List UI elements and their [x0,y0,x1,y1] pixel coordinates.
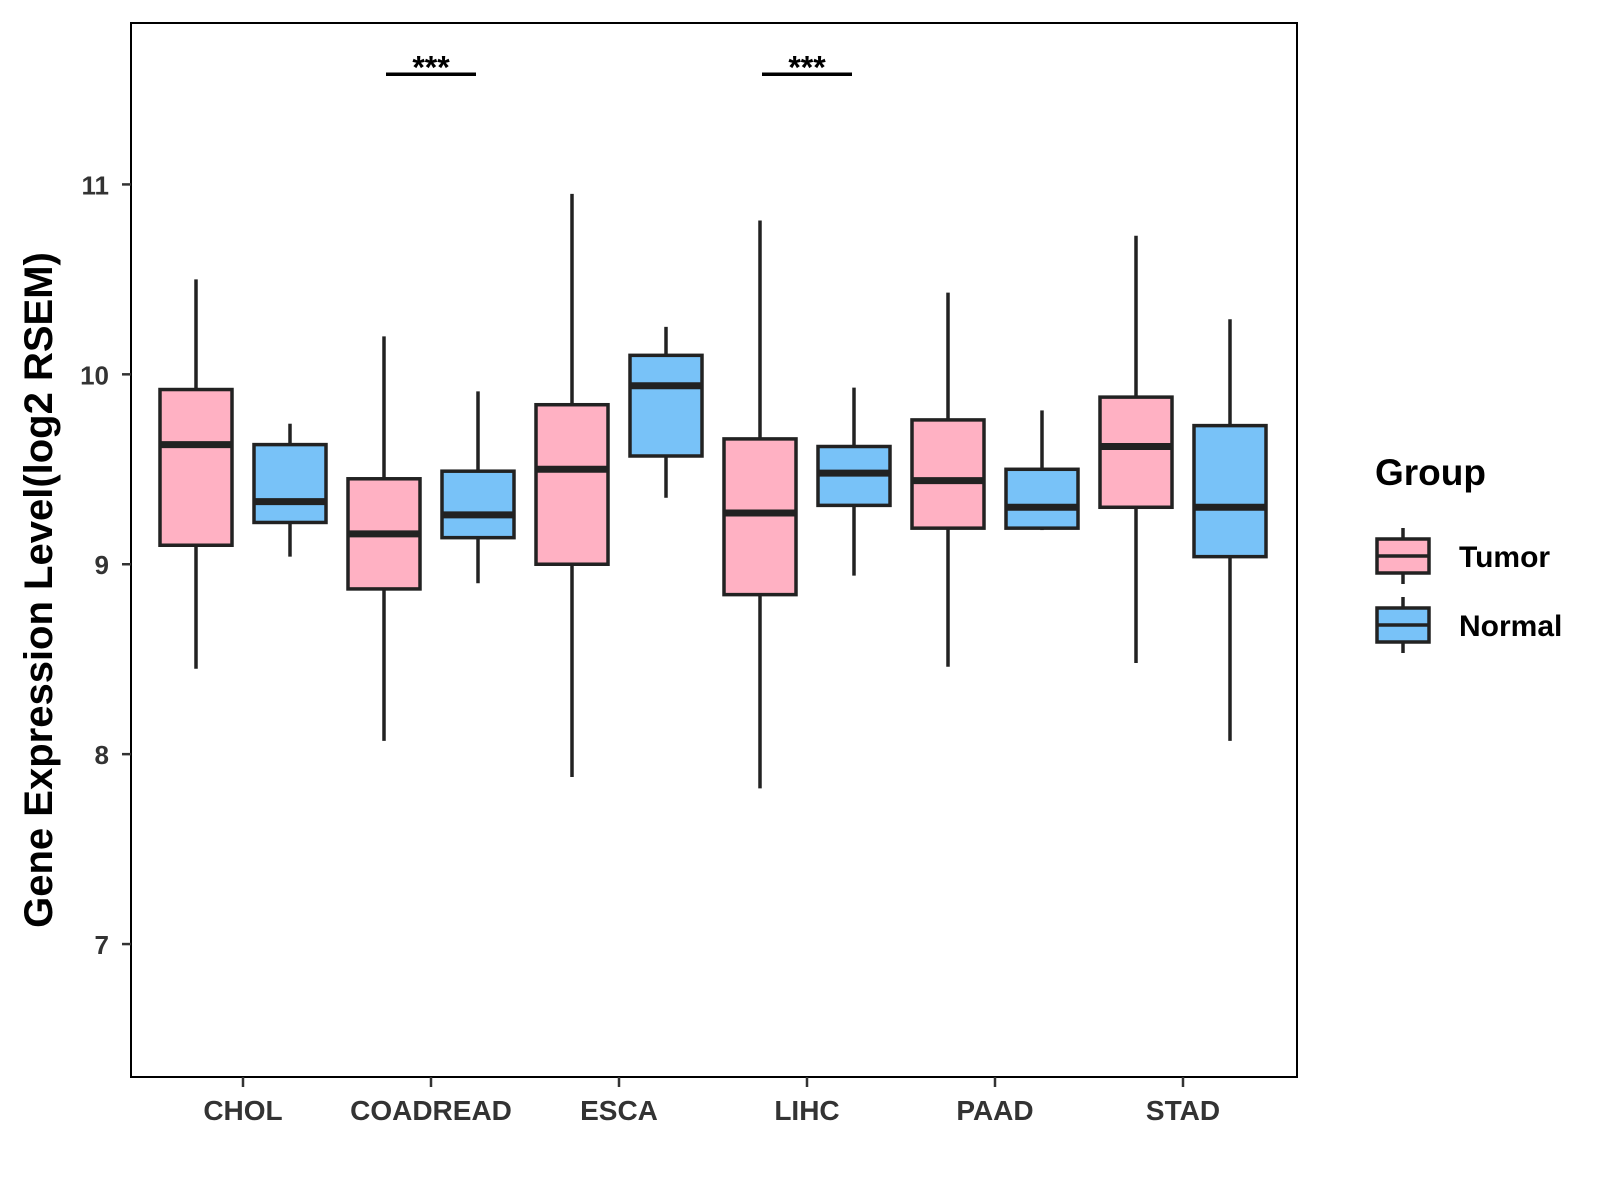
box-paad [1004,410,1080,531]
box-body [910,418,986,530]
legend-label-normal: Normal [1459,610,1562,643]
box-body [158,387,234,548]
box-lihc [722,220,798,789]
box-body [252,442,328,525]
significance-label: *** [788,49,826,85]
y-tick-label: 9 [95,550,109,580]
box-esca [628,326,704,498]
box-chol [252,423,328,557]
box-coadread [346,336,422,741]
legend-key-tumor [1375,528,1431,584]
box-stad [1098,235,1174,663]
box-body [722,437,798,597]
box-paad [910,292,986,667]
y-tick-label: 10 [80,360,109,390]
y-tick-label: 11 [82,170,110,200]
box-body [1192,423,1268,559]
x-tick-label: LIHC [774,1095,839,1126]
legend: Group Tumor Normal [1375,452,1562,653]
box-body [1004,467,1080,530]
x-tick-label: COADREAD [350,1095,512,1126]
box-body [628,353,704,458]
box-body [1098,395,1174,510]
box-body [534,402,610,566]
box-lihc [816,387,892,576]
y-tick-label: 8 [95,740,109,770]
y-tick-label: 7 [95,930,109,960]
x-tick-label: STAD [1146,1095,1220,1126]
legend-label-tumor: Tumor [1459,541,1550,574]
legend-key-normal [1375,597,1431,653]
significance-label: *** [412,49,450,85]
box-esca [534,193,610,777]
plot-panel-border [130,22,1298,1078]
box-body [440,469,516,540]
x-tick-label: PAAD [956,1095,1033,1126]
box-stad [1192,319,1268,741]
legend-title: Group [1375,452,1486,493]
y-axis-title: Gene Expression Level(log2 RSEM) [17,252,61,928]
box-coadread [440,391,516,584]
plot-layer: 7 8 9 10 11 CHOL COADREAD ESCA LIHC PAAD STAD Gene … [17,22,1562,1126]
x-tick-label: CHOL [203,1095,282,1126]
box-chol [158,279,234,669]
x-tick-label: ESCA [580,1095,658,1126]
